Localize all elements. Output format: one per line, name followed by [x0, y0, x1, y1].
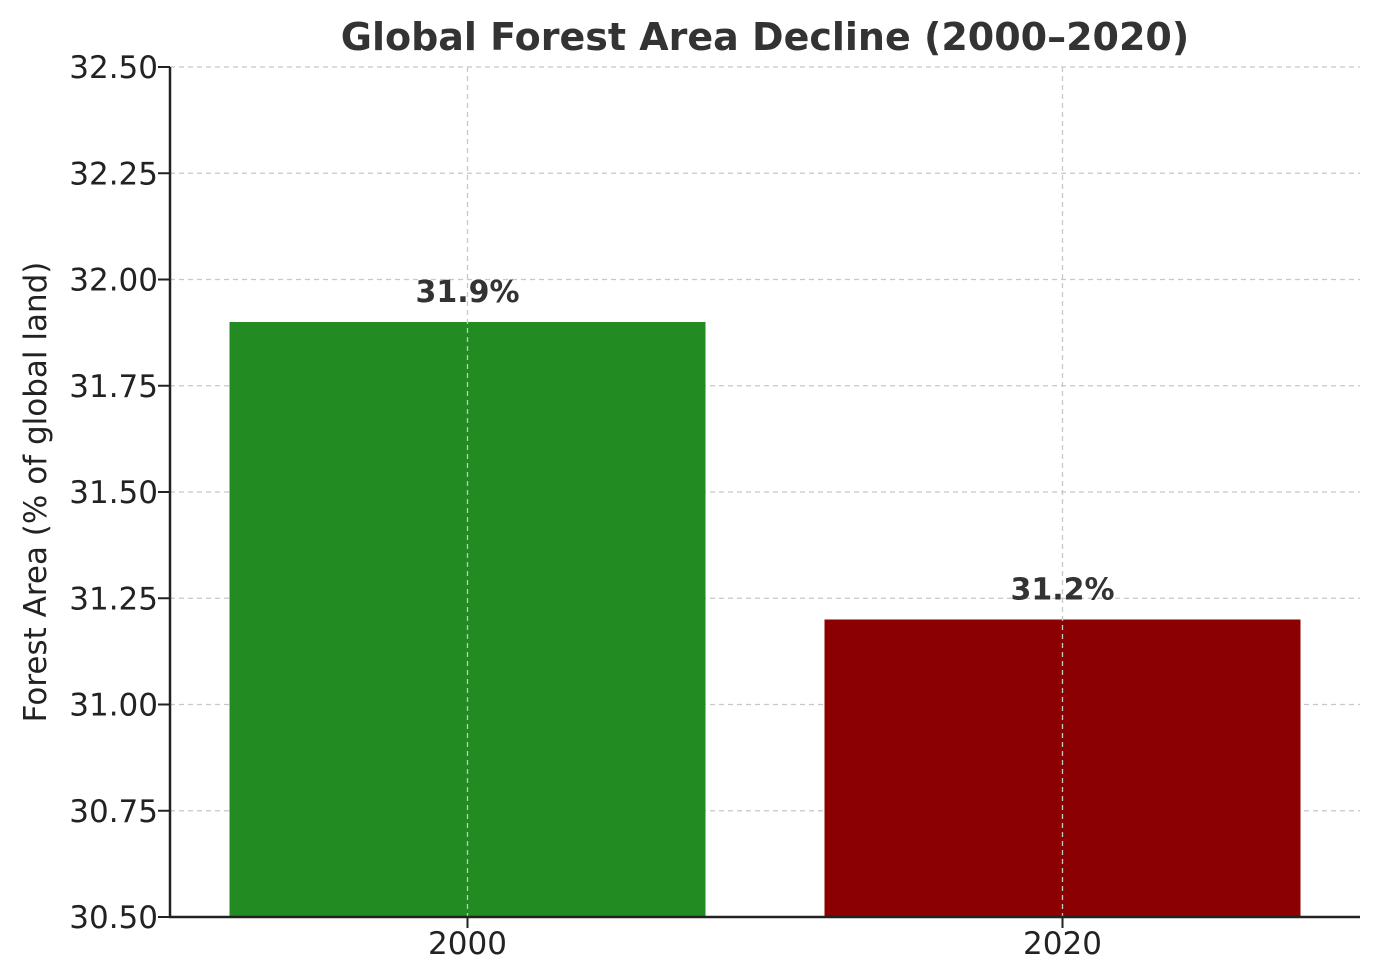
- y-tick-label: 31.50: [69, 475, 158, 511]
- y-tick-label: 31.00: [69, 688, 158, 724]
- y-ticks: 30.50 30.75 31.00 31.25 31.50 31.75 32.00 32.25…: [69, 50, 170, 936]
- y-tick-label: 32.50: [69, 50, 158, 86]
- y-tick-label: 32.25: [69, 156, 158, 192]
- data-label-2000: 31.9%: [415, 275, 519, 310]
- data-labels: 31.9% 31.2%: [415, 275, 1114, 608]
- y-axis-label: Forest Area (% of global land): [18, 262, 54, 723]
- y-tick-label: 32.00: [69, 263, 158, 299]
- chart-title: Global Forest Area Decline (2000–2020): [341, 15, 1189, 59]
- x-ticks: 2000 2020: [428, 917, 1102, 962]
- bar-2020: [824, 619, 1301, 917]
- x-tick-label: 2000: [428, 926, 507, 962]
- bars: [229, 322, 1301, 917]
- x-grid-lines: [466, 67, 1064, 917]
- y-tick-label: 31.75: [69, 369, 158, 405]
- y-tick-label: 30.50: [69, 900, 158, 936]
- y-tick-label: 31.25: [69, 581, 158, 617]
- data-label-2020: 31.2%: [1010, 573, 1114, 608]
- y-tick-label: 30.75: [69, 794, 158, 830]
- x-tick-label: 2020: [1023, 926, 1102, 962]
